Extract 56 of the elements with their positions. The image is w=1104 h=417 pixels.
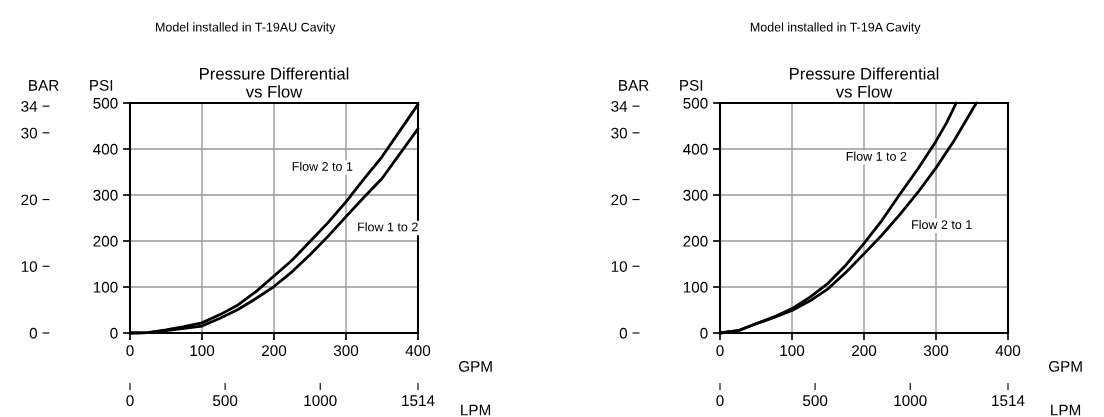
x-tick-label: 0 [716, 345, 724, 357]
y-tick-label: 100 [683, 281, 708, 293]
y2-tick-label: 34 [611, 101, 628, 112]
x-tick-label: 400 [405, 345, 431, 357]
x-tick-label: 100 [190, 345, 215, 357]
y2-tick-label: 0 [29, 327, 38, 339]
series-label: Flow 1 to 2 [846, 151, 907, 161]
y-tick-label: 200 [683, 235, 708, 247]
y-axis-title: PSI [90, 79, 113, 91]
x2-tick-label: 1000 [304, 395, 337, 407]
x-axis-title: GPM [458, 361, 492, 372]
chart-title: Pressure Differential vs Flow [200, 67, 349, 98]
y-tick-label: 300 [683, 189, 708, 201]
y2-tick-label: 20 [21, 194, 38, 206]
series-label: Flow 2 to 1 [912, 219, 972, 230]
y-tick-label: 500 [683, 97, 708, 109]
y2-tick-label: 20 [611, 194, 628, 206]
y-tick-label: 100 [93, 281, 118, 293]
x2-tick-label: 1000 [894, 395, 927, 407]
y2-tick-label: 0 [619, 327, 628, 339]
x-tick-label: 0 [126, 345, 134, 357]
y-tick-label: 500 [93, 97, 118, 109]
chart-subtitle: Model installed in T-19AU Cavity [156, 22, 336, 34]
y-tick-label: 0 [110, 327, 118, 339]
x-tick-label: 200 [262, 345, 287, 357]
x2-axis-title: LPM [461, 404, 491, 416]
chart-title: Pressure Differential vs Flow [790, 67, 939, 98]
y2-tick-label: 10 [611, 261, 628, 272]
x2-tick-label: 500 [802, 395, 828, 407]
y2-tick-label: 34 [21, 101, 38, 112]
x-tick-label: 200 [852, 345, 877, 357]
x2-tick-label: 1514 [992, 395, 1025, 407]
y2-tick-label: 30 [21, 127, 38, 139]
y2-axis-title: BAR [619, 80, 649, 91]
x2-axis-title: LPM [1051, 404, 1081, 416]
x-tick-label: 400 [995, 345, 1021, 357]
y2-axis-title: BAR [29, 80, 59, 91]
y2-tick-label: 10 [21, 261, 38, 272]
x2-tick-label: 1514 [402, 395, 435, 407]
x2-tick-label: 500 [212, 395, 238, 407]
y2-tick-label: 30 [611, 127, 628, 139]
series-label: Flow 2 to 1 [292, 161, 353, 171]
x-tick-label: 300 [333, 345, 359, 357]
y-tick-label: 200 [93, 235, 118, 247]
y-tick-label: 400 [683, 143, 708, 155]
y-tick-label: 400 [93, 143, 118, 155]
y-axis-title: PSI [680, 79, 703, 91]
x2-tick-label: 0 [126, 395, 134, 407]
series-label: Flow 1 to 2 [358, 222, 418, 232]
x-tick-label: 300 [923, 345, 949, 357]
x-axis-title: GPM [1048, 361, 1082, 372]
x-tick-label: 100 [780, 345, 805, 357]
chart-subtitle: Model installed in T-19A Cavity [750, 22, 921, 34]
x2-tick-label: 0 [716, 395, 724, 407]
y-tick-label: 0 [700, 327, 708, 339]
y-tick-label: 300 [93, 189, 118, 201]
